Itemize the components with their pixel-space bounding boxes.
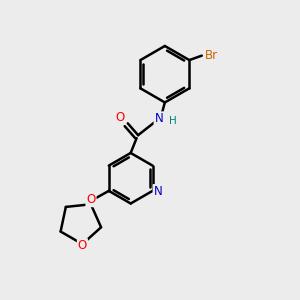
Text: O: O — [116, 111, 125, 124]
Text: H: H — [169, 116, 177, 126]
Text: N: N — [154, 112, 163, 125]
Text: N: N — [154, 185, 162, 198]
Text: O: O — [78, 239, 87, 252]
Text: Br: Br — [205, 49, 218, 62]
Text: O: O — [86, 193, 96, 206]
